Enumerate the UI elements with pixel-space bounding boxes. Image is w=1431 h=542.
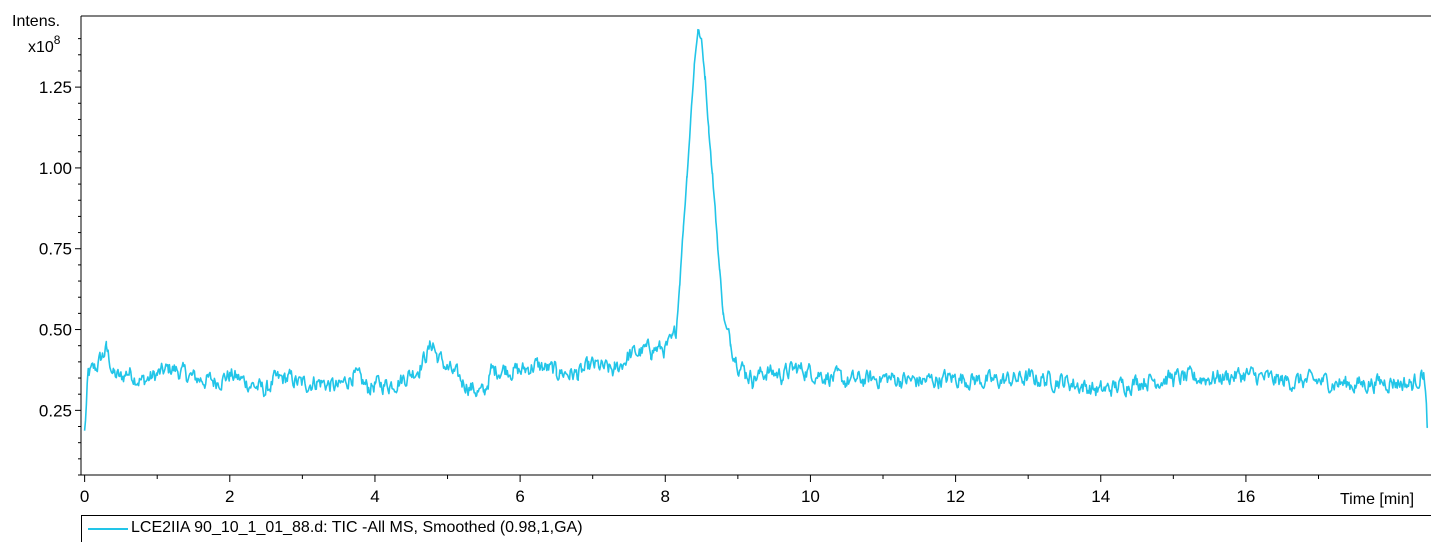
legend-swatch xyxy=(88,528,128,530)
tick-labels: 0 2 4 6 8 10 12 14 16 0.25 0.50 0.75 1.00 1.25 xyxy=(39,78,1255,506)
y-tick-label: 0.25 xyxy=(39,401,72,420)
y-tick-label: 1.00 xyxy=(39,159,72,178)
y-tick-label: 0.50 xyxy=(39,321,72,340)
x-tick-label: 8 xyxy=(661,487,670,506)
x-axis-label: Time [min] xyxy=(1340,491,1414,508)
x-tick-label: 2 xyxy=(225,487,234,506)
x-tick-label: 10 xyxy=(801,487,820,506)
axes xyxy=(80,15,1431,476)
x-tick-label: 0 xyxy=(80,487,89,506)
y-tick-label: 1.25 xyxy=(39,78,72,97)
x-tick-label: 4 xyxy=(370,487,379,506)
tick-marks xyxy=(75,38,1319,482)
legend: LCE2IIA 90_10_1_01_88.d: TIC -All MS, Sm… xyxy=(81,515,1431,542)
y-axis-label: Intens. xyxy=(12,13,60,30)
series-layer xyxy=(83,28,1429,431)
y-axis-multiplier: x108 xyxy=(28,33,61,56)
chromatogram-chart: 0 2 4 6 8 10 12 14 16 0.25 0.50 0.75 1.00 1.25 Intens… xyxy=(12,13,1431,508)
y-tick-label: 0.75 xyxy=(39,240,72,259)
series-line xyxy=(83,28,1429,431)
x-tick-label: 14 xyxy=(1091,487,1110,506)
x-tick-label: 12 xyxy=(946,487,965,506)
legend-label: LCE2IIA 90_10_1_01_88.d: TIC -All MS, Sm… xyxy=(131,519,583,536)
x-tick-label: 6 xyxy=(515,487,524,506)
x-tick-label: 16 xyxy=(1236,487,1255,506)
